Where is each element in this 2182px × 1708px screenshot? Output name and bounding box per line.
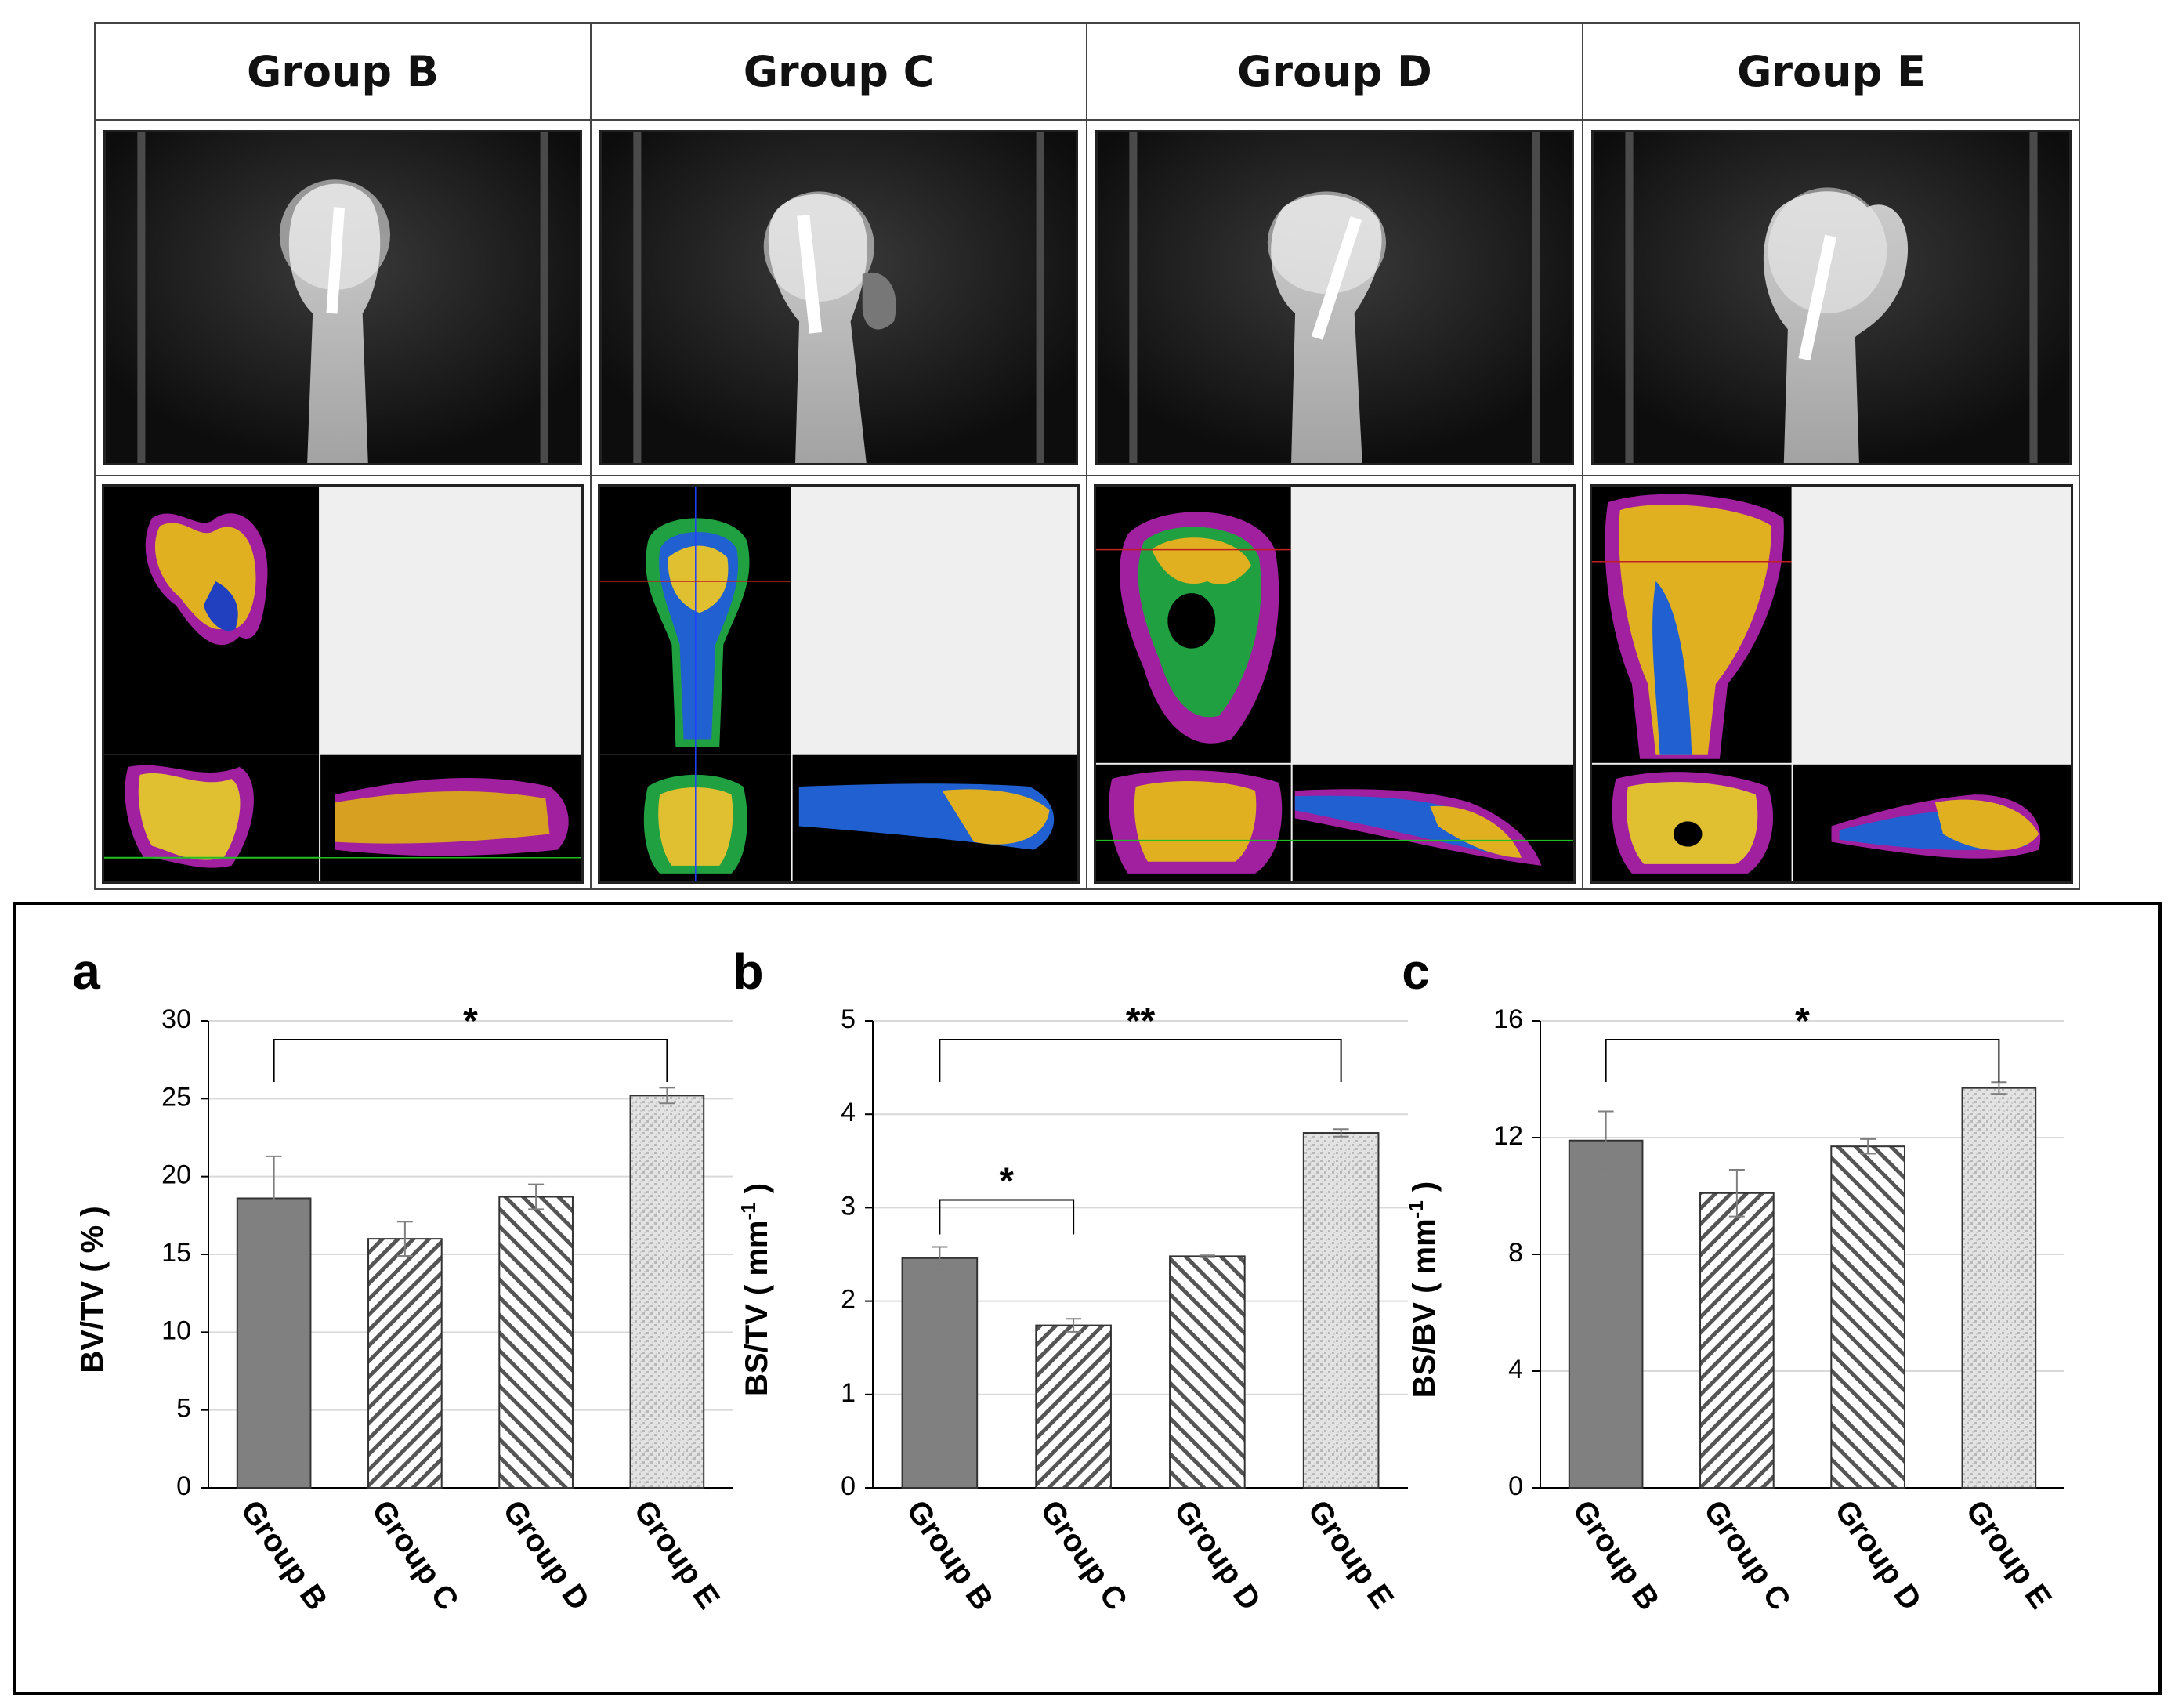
panel-label: b bbox=[733, 943, 763, 1000]
ct-cell-group-c bbox=[592, 476, 1086, 892]
y-tick-label: 0 bbox=[841, 1471, 856, 1501]
y-tick-label: 4 bbox=[841, 1098, 856, 1127]
bar-group-c bbox=[1035, 1324, 1112, 1489]
x-tick-label: Group D bbox=[1828, 1494, 1928, 1616]
y-tick-label: 5 bbox=[841, 1004, 856, 1034]
ct-cell-group-e bbox=[1583, 476, 2079, 892]
bar-group-e bbox=[1302, 1132, 1380, 1489]
y-axis-label: BV/TV ( % ) bbox=[75, 1206, 110, 1373]
y-tick-label: 20 bbox=[161, 1160, 191, 1190]
significance-bracket bbox=[939, 1039, 1342, 1082]
xray-cell-group-b bbox=[96, 121, 590, 476]
y-tick-label: 5 bbox=[176, 1394, 191, 1424]
y-tick-label: 10 bbox=[161, 1315, 191, 1345]
bar-group-b bbox=[236, 1197, 312, 1489]
x-tick-label: Group B bbox=[899, 1494, 1000, 1616]
chart-panel-c: c 0 4 8 12 16 BS/BV ( mm-1 ) Group B Group C Grou… bbox=[1402, 943, 2064, 1616]
xray-image-group-c bbox=[599, 130, 1078, 465]
column-group-d: Group D bbox=[1087, 24, 1583, 888]
xray-image-group-e bbox=[1591, 130, 2072, 465]
column-group-b: Group B bbox=[96, 24, 592, 888]
significance-bracket bbox=[273, 1039, 668, 1082]
y-tick-label: 25 bbox=[161, 1082, 191, 1112]
x-tick-label: Group E bbox=[627, 1494, 726, 1615]
bar-group-c bbox=[1699, 1192, 1775, 1489]
significance-label: ** bbox=[1126, 1001, 1156, 1042]
column-header-group-e: Group E bbox=[1583, 24, 2079, 121]
panel-label: c bbox=[1402, 943, 1430, 1000]
bar-group-b bbox=[1568, 1139, 1644, 1489]
y-tick-label: 16 bbox=[1493, 1004, 1523, 1034]
y-tick-label: 0 bbox=[1508, 1471, 1523, 1501]
image-table: Group B bbox=[94, 22, 2080, 890]
bar-group-b bbox=[901, 1257, 979, 1489]
significance-label: * bbox=[999, 1160, 1014, 1202]
x-tick-label: Group E bbox=[1301, 1494, 1401, 1615]
x-tick-label: Group D bbox=[496, 1494, 596, 1616]
y-tick-label: 15 bbox=[161, 1238, 191, 1268]
xray-image-group-d bbox=[1095, 130, 1574, 465]
y-axis-label: BS/TV ( mm-1 ) bbox=[736, 1183, 774, 1396]
column-header-group-c: Group C bbox=[592, 24, 1086, 121]
x-tick-label: Group D bbox=[1167, 1494, 1268, 1616]
y-tick-label: 1 bbox=[841, 1378, 856, 1408]
ct-cell-group-b bbox=[96, 476, 590, 892]
column-header-group-d: Group D bbox=[1087, 24, 1582, 121]
y-tick-label: 0 bbox=[176, 1471, 191, 1501]
bar-group-d bbox=[498, 1196, 574, 1489]
ct-cell-group-d bbox=[1087, 476, 1582, 892]
x-tick-label: Group C bbox=[1033, 1494, 1134, 1616]
bar-group-d bbox=[1830, 1145, 1905, 1489]
x-tick-label: Group E bbox=[1959, 1494, 2058, 1615]
xray-cell-group-e bbox=[1583, 121, 2079, 476]
y-tick-label: 8 bbox=[1508, 1238, 1523, 1268]
chart-panel-a: a 0 5 10 15 20 25 30 BV/TV ( % ) Group B Group C Gr… bbox=[72, 943, 733, 1616]
y-tick-label: 4 bbox=[1508, 1355, 1523, 1384]
microct-image-group-c bbox=[598, 484, 1080, 884]
bar-group-c bbox=[367, 1238, 443, 1489]
bar-group-e bbox=[1961, 1087, 2037, 1489]
y-tick-label: 12 bbox=[1493, 1121, 1523, 1151]
x-tick-label: Group B bbox=[1566, 1494, 1666, 1616]
bar-group-e bbox=[629, 1095, 705, 1489]
xray-cell-group-d bbox=[1087, 121, 1582, 476]
xray-image-group-b bbox=[103, 130, 582, 465]
microct-image-group-d bbox=[1094, 484, 1576, 884]
xray-cell-group-c bbox=[592, 121, 1086, 476]
y-axis-label: BS/BV ( mm-1 ) bbox=[1404, 1181, 1442, 1399]
column-group-e: Group E bbox=[1583, 24, 2079, 888]
microct-image-group-e bbox=[1590, 484, 2073, 884]
bar-group-d bbox=[1169, 1255, 1246, 1489]
column-header-group-b: Group B bbox=[96, 24, 590, 121]
significance-label: * bbox=[1795, 1001, 1810, 1042]
y-tick-label: 2 bbox=[841, 1285, 856, 1315]
significance-label: * bbox=[463, 1001, 478, 1042]
x-tick-label: Group C bbox=[365, 1494, 465, 1616]
significance-bracket bbox=[1605, 1039, 2000, 1082]
column-group-c: Group C bbox=[592, 24, 1087, 888]
x-tick-label: Group C bbox=[1697, 1494, 1797, 1616]
significance-bracket bbox=[939, 1199, 1075, 1235]
y-tick-label: 3 bbox=[841, 1191, 856, 1221]
x-tick-label: Group B bbox=[234, 1494, 335, 1616]
microct-image-group-b bbox=[102, 484, 584, 884]
chart-panel-b: b 0 1 2 3 4 5 BS/TV ( mm-1 ) Group B Group C Group… bbox=[733, 943, 1408, 1616]
charts-container: a 0 5 10 15 20 25 30 BV/TV ( % ) Group B Group C Gr… bbox=[13, 902, 2162, 1695]
y-tick-label: 30 bbox=[161, 1004, 191, 1034]
panel-label: a bbox=[72, 943, 100, 1000]
